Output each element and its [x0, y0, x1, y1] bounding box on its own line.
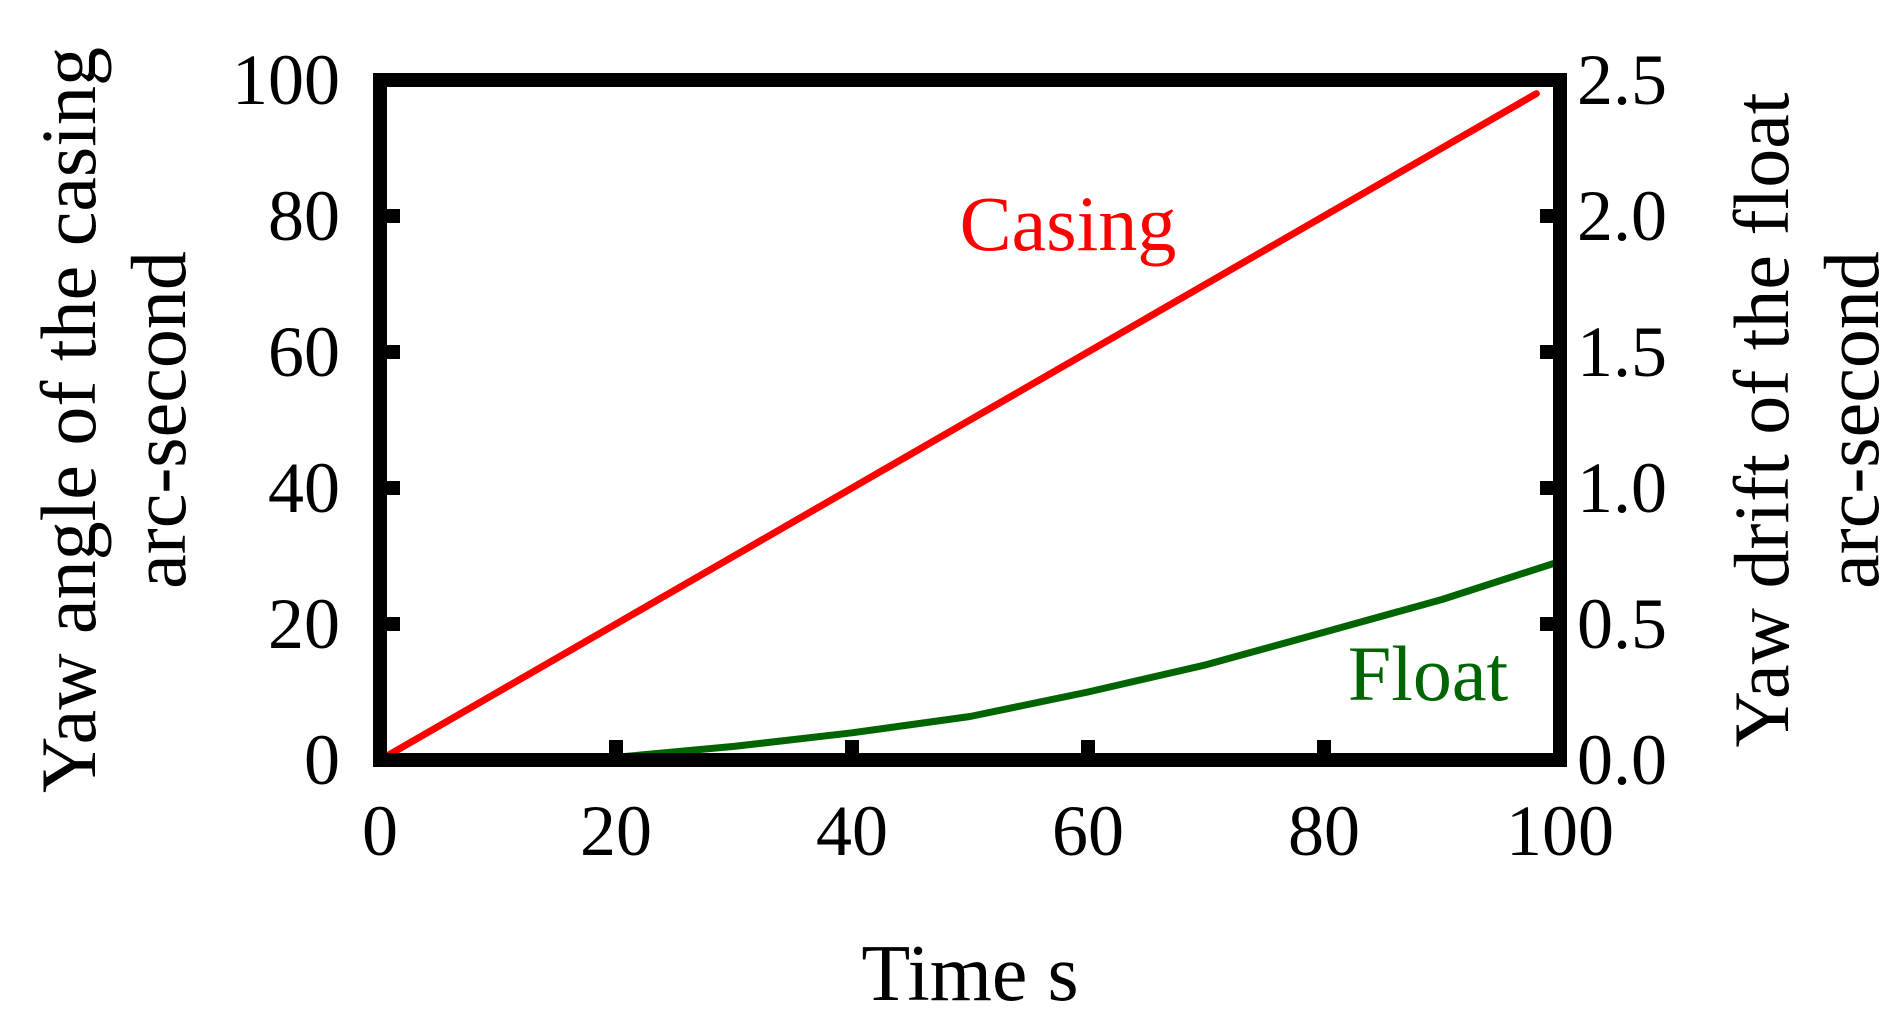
series-label-float: Float [1348, 630, 1509, 717]
y-left-tick-label: 40 [268, 448, 340, 528]
x-tick-label: 40 [816, 791, 888, 871]
plot-frame [373, 73, 1567, 767]
y-right-tick-label: 2.0 [1577, 176, 1667, 256]
y-right-tick-label: 0.0 [1577, 720, 1667, 800]
y-left-axis-unit: arc-second [115, 251, 202, 589]
y-left-tick-label: 20 [268, 584, 340, 664]
y-left-tick-label: 0 [304, 720, 340, 800]
y-left-tick-label: 60 [268, 312, 340, 392]
x-tick-label: 60 [1052, 791, 1124, 871]
y-right-tick-label: 1.0 [1577, 448, 1667, 528]
y-left-axis-label: Yaw angle of the casing [25, 47, 112, 793]
x-axis-label: Time s [861, 930, 1078, 1018]
y-right-tick-label: 1.5 [1577, 312, 1667, 392]
y-right-axis-unit: arc-second [1808, 251, 1895, 589]
series-label-casing: Casing [960, 180, 1177, 267]
tick-layer [380, 209, 1560, 760]
x-tick-label: 80 [1288, 791, 1360, 871]
y-right-tick-label: 0.5 [1577, 584, 1667, 664]
x-tick-label: 100 [1506, 791, 1614, 871]
series-layer [376, 90, 1564, 764]
text-layer: 0 20 40 60 80 1000204060801000.00.51.01.52.02… [25, 40, 1895, 1018]
y-right-axis-label: Yaw drift of the float [1718, 92, 1805, 747]
y-left-tick-label: 100 [232, 40, 340, 120]
series-line-float [577, 557, 1564, 764]
series-line-casing [376, 90, 1540, 764]
x-tick-label: 0 [362, 791, 398, 871]
x-tick-label: 20 [580, 791, 652, 871]
y-left-tick-label: 80 [268, 176, 340, 256]
y-right-tick-label: 2.5 [1577, 40, 1667, 120]
